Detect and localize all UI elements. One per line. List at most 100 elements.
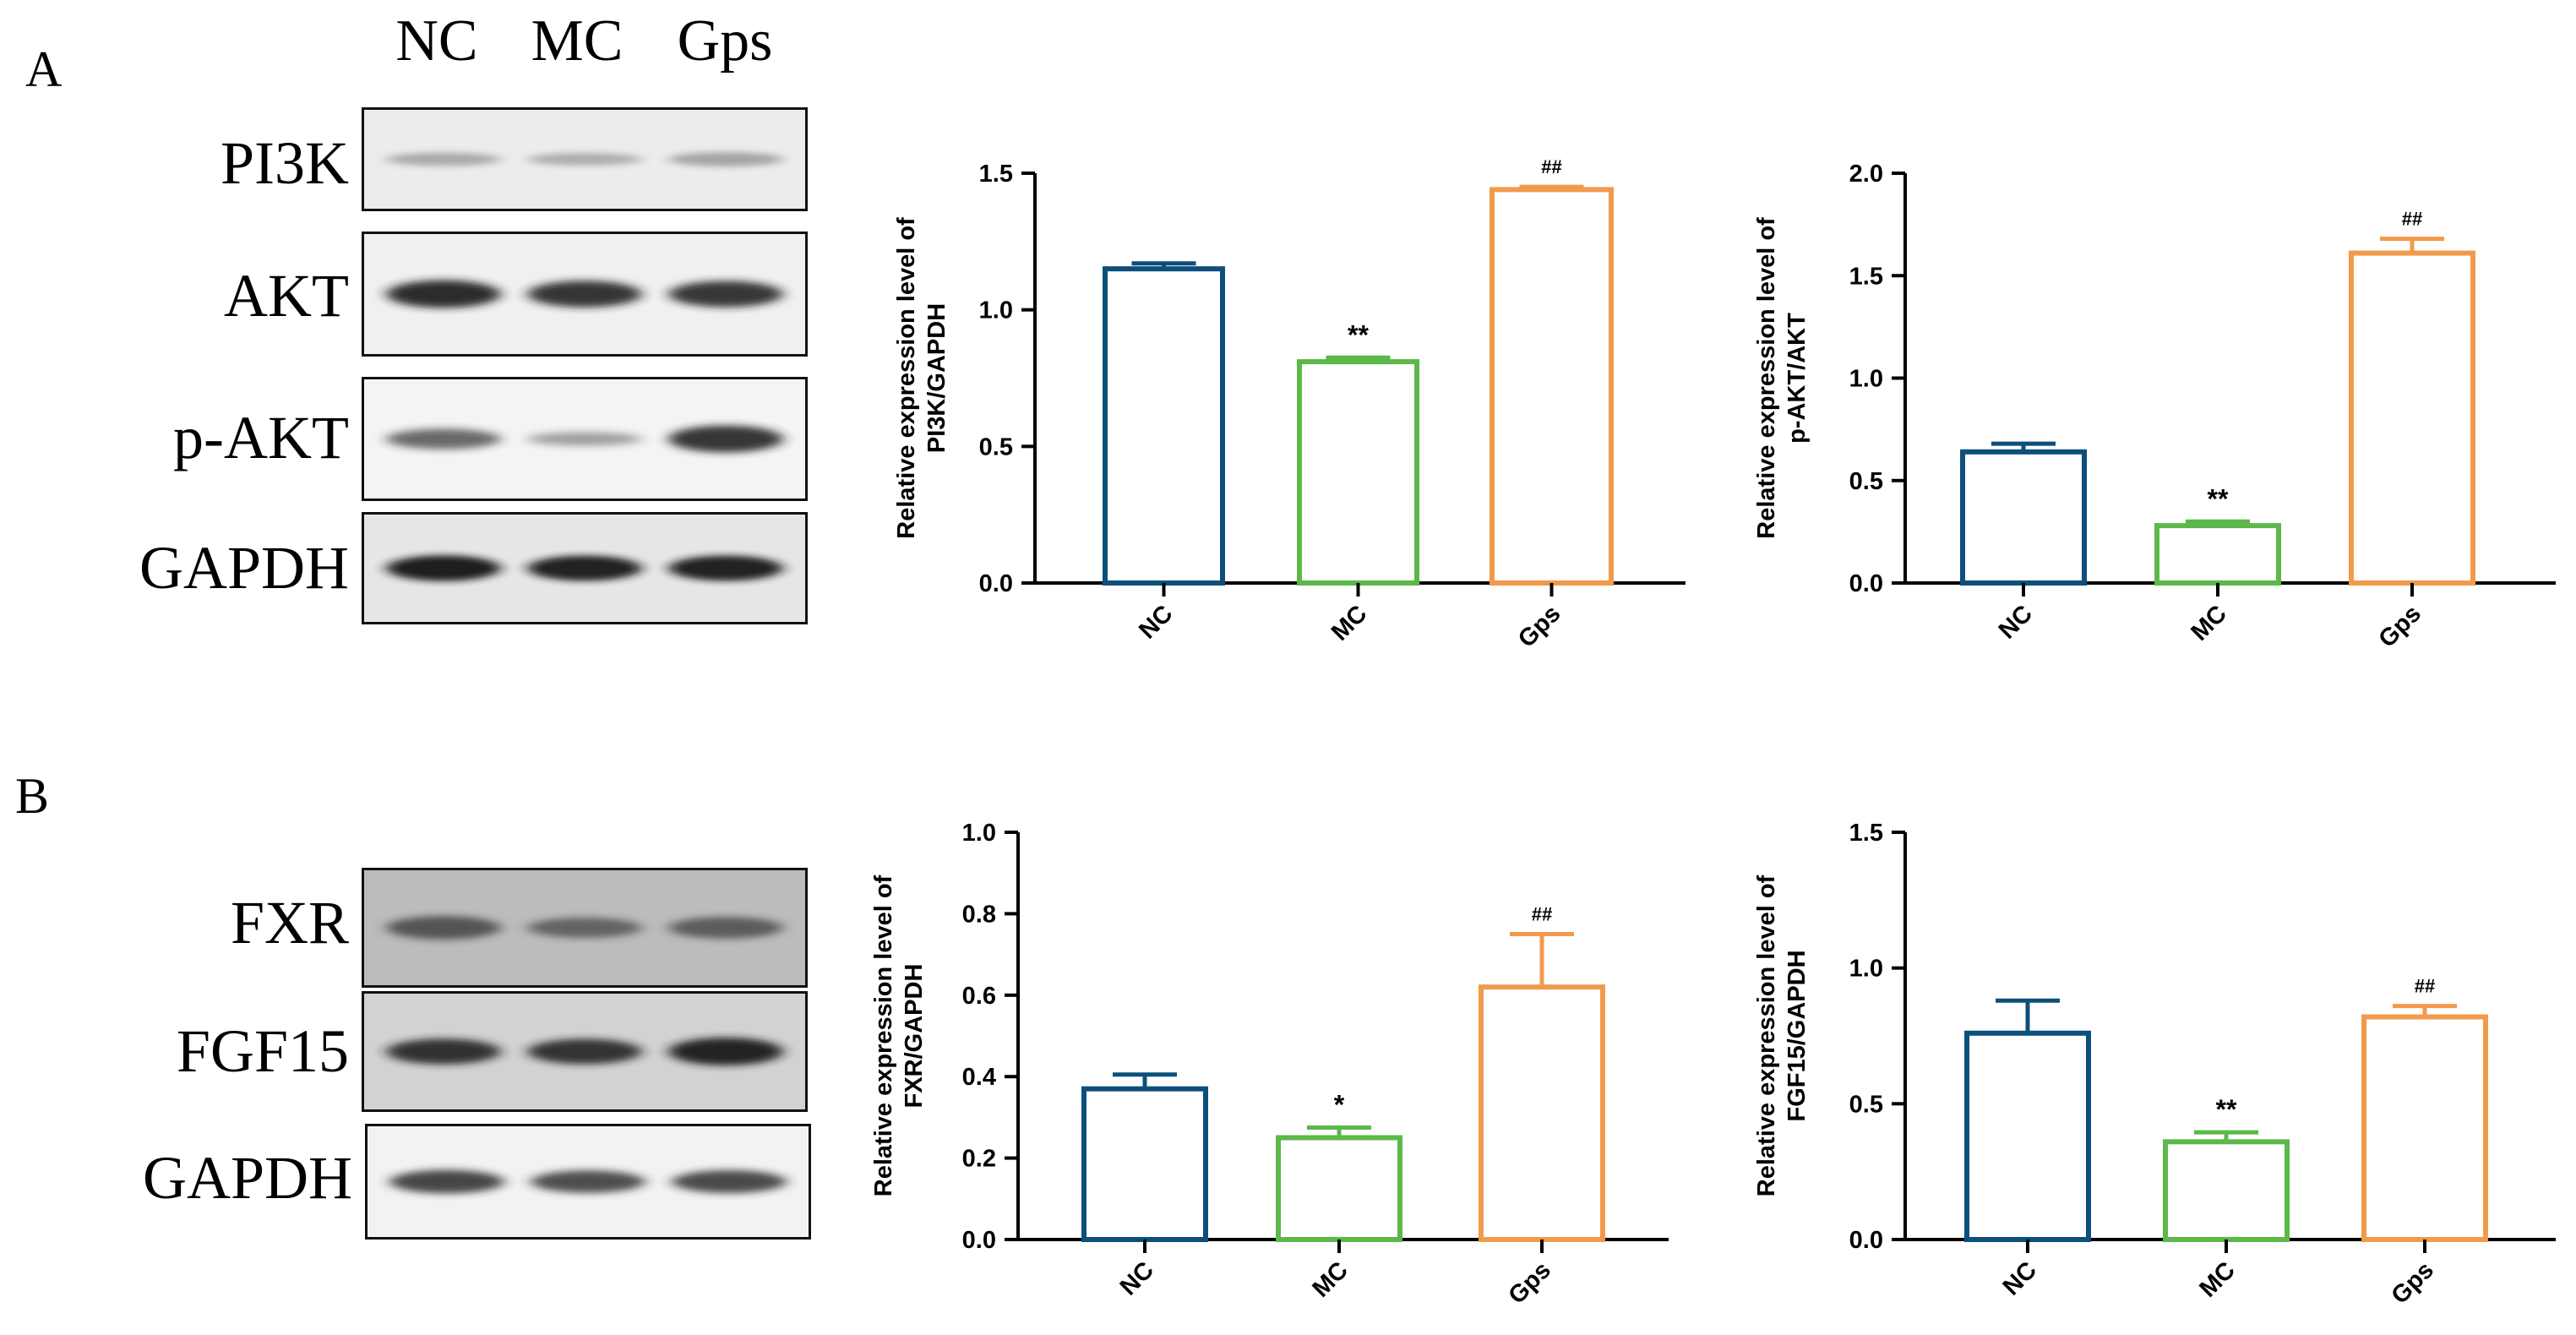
- blot-strip-pi3k: [362, 107, 808, 211]
- blot-label-p-akt: p-AKT: [173, 404, 349, 471]
- blot-label-fgf15: FGF15: [176, 1017, 349, 1085]
- blot-label-gapdh: GAPDH: [142, 1144, 352, 1212]
- blot-band-akt-lane-2: [527, 281, 642, 308]
- x-tick-label-nc: NC: [1134, 600, 1178, 644]
- blot-label-pi3k: PI3K: [220, 129, 349, 197]
- y-tick-label: 1.0: [962, 820, 996, 847]
- y-axis-label: Relative expression level of FXR/GAPDH: [870, 875, 928, 1196]
- significance-mc: **: [1348, 319, 1369, 350]
- chart-3: 0.0 0.2 0.4 0.6 0.8 1.0 Relative expression le…: [870, 820, 1669, 1310]
- blot-band-gapdh-lane-1: [389, 1169, 504, 1194]
- blot-band-pi3k-lane-2: [527, 152, 642, 166]
- significance-mc: **: [2216, 1094, 2237, 1125]
- blot-lane-label-gps: Gps: [677, 8, 773, 74]
- y-tick-label: 0.0: [1849, 1227, 1883, 1254]
- blot-label-akt: AKT: [224, 262, 349, 330]
- blot-strip-fxr: [362, 868, 808, 988]
- bar-mc: [1276, 1135, 1402, 1242]
- significance-gps: ##: [1541, 156, 1561, 177]
- blot-band-gapdh-lane-3: [672, 1169, 787, 1194]
- bar-nc: [1960, 449, 2087, 586]
- bar-gps: [2361, 1014, 2488, 1243]
- y-tick-label: 0.2: [962, 1146, 996, 1173]
- blot-lane-label-mc: MC: [531, 8, 624, 74]
- blot-band-fgf15-lane-3: [668, 1038, 783, 1065]
- significance-gps: ##: [2402, 209, 2422, 230]
- blot-strip-p-akt: [362, 377, 808, 501]
- blot-band-pi3k-lane-3: [668, 151, 783, 167]
- bar-mc: [2154, 523, 2281, 586]
- significance-mc: **: [2208, 483, 2229, 514]
- blot-band-gapdh-lane-3: [668, 555, 783, 581]
- x-tick-label-nc: NC: [1994, 600, 2038, 644]
- x-tick-label-nc: NC: [1998, 1256, 2042, 1300]
- blot-band-gapdh-lane-2: [531, 1170, 645, 1193]
- significance-gps: ##: [1532, 904, 1552, 925]
- y-tick-label: 1.0: [1849, 366, 1883, 393]
- y-tick-label: 0.0: [979, 570, 1013, 597]
- y-tick-label: 1.5: [979, 161, 1013, 188]
- x-tick-label-mc: MC: [1307, 1256, 1353, 1303]
- x-tick-label-mc: MC: [1326, 600, 1373, 646]
- y-tick-label: 0.4: [962, 1064, 996, 1091]
- blot-strip-gapdh: [365, 1124, 811, 1240]
- bar-nc: [1964, 1030, 2091, 1242]
- blot-band-gapdh-lane-2: [527, 555, 642, 581]
- x-tick-label-gps: Gps: [2373, 600, 2426, 653]
- y-tick-label: 0.5: [1849, 1091, 1883, 1118]
- y-tick-label: 0.6: [962, 983, 996, 1010]
- y-tick-label: 1.0: [1849, 956, 1883, 983]
- x-tick-label-gps: Gps: [1513, 600, 1566, 653]
- bar-gps: [1479, 984, 1605, 1243]
- bar-gps: [2349, 250, 2475, 586]
- blot-band-pi3k-lane-1: [386, 152, 501, 166]
- blot-band-fxr-lane-3: [668, 917, 783, 939]
- blot-band-akt-lane-1: [386, 280, 501, 308]
- blot-label-fxr: FXR: [230, 889, 349, 956]
- x-tick-label-mc: MC: [2194, 1256, 2241, 1303]
- chart-2: 0.0 0.5 1.0 1.5 2.0 Relative expression level…: [1753, 161, 2556, 653]
- blot-lane-label-nc: NC: [395, 8, 478, 74]
- bar-gps: [1490, 187, 1614, 586]
- y-tick-label: 0.5: [979, 433, 1013, 460]
- significance-gps: ##: [2415, 976, 2435, 997]
- blot-band-fxr-lane-2: [527, 917, 642, 939]
- blot-band-gapdh-lane-1: [386, 555, 501, 581]
- bar-nc: [1103, 266, 1225, 586]
- y-tick-label: 0.0: [1849, 570, 1883, 597]
- blot-band-akt-lane-3: [668, 281, 783, 308]
- x-tick-label-gps: Gps: [1503, 1256, 1556, 1310]
- blot-band-fgf15-lane-1: [386, 1038, 501, 1065]
- y-tick-label: 0.0: [962, 1227, 996, 1254]
- chart-4: 0.0 0.5 1.0 1.5 Relative expression level of…: [1753, 820, 2556, 1310]
- blot-band-p-akt-lane-1: [386, 428, 501, 450]
- panel-letter-a: A: [25, 41, 63, 97]
- blot-label-gapdh: GAPDH: [139, 534, 349, 602]
- x-tick-label-gps: Gps: [2386, 1256, 2439, 1310]
- bar-mc: [1297, 359, 1419, 586]
- y-tick-label: 1.5: [1849, 263, 1883, 290]
- y-axis-label: Relative expression level of p-AKT/AKT: [1753, 217, 1811, 539]
- blot-strip-akt: [362, 232, 808, 357]
- bar-mc: [2163, 1139, 2290, 1242]
- y-tick-label: 0.8: [962, 901, 996, 928]
- blot-band-fgf15-lane-2: [527, 1038, 642, 1065]
- bar-nc: [1081, 1086, 1208, 1243]
- blot-band-p-akt-lane-3: [668, 425, 783, 453]
- y-tick-label: 1.5: [1849, 820, 1883, 847]
- significance-mc: *: [1334, 1089, 1345, 1120]
- panel-letter-b: B: [15, 768, 50, 824]
- y-axis-label: Relative expression level of FGF15/GAPDH: [1753, 875, 1811, 1196]
- blot-band-p-akt-lane-2: [527, 432, 642, 446]
- y-tick-label: 1.0: [979, 297, 1013, 324]
- y-tick-label: 0.5: [1849, 468, 1883, 495]
- blot-strip-fgf15: [362, 991, 808, 1112]
- blot-band-fxr-lane-1: [386, 916, 501, 940]
- x-tick-label-mc: MC: [2186, 600, 2232, 646]
- chart-1: 0.0 0.5 1.0 1.5 Relative expression level of…: [893, 156, 1686, 653]
- x-tick-label-nc: NC: [1115, 1256, 1159, 1300]
- y-axis-label: Relative expression level of PI3K/GAPDH: [893, 217, 950, 539]
- y-tick-label: 2.0: [1849, 161, 1883, 188]
